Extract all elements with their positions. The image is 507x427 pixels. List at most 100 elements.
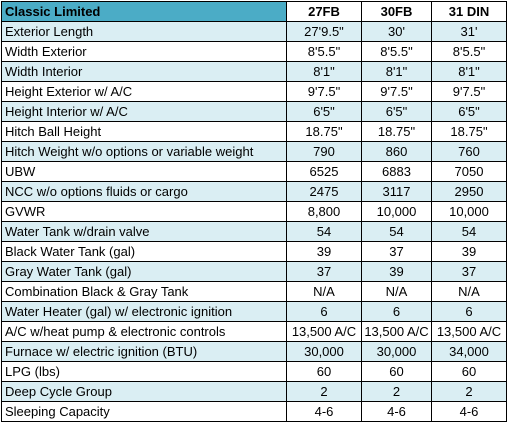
row-value: 31' [431, 21, 507, 42]
row-label: Hitch Ball Height [1, 121, 287, 142]
row-value: 4-6 [361, 401, 432, 422]
row-label: Hitch Weight w/o options or variable wei… [1, 141, 287, 162]
row-value: 13,500 A/C [431, 321, 507, 342]
row-label: GVWR [1, 201, 287, 222]
row-value: 3117 [361, 181, 432, 202]
row-label: A/C w/heat pump & electronic controls [1, 321, 287, 342]
table-row: Hitch Ball Height 18.75" 18.75" 18.75" [1, 121, 507, 142]
row-value: 39 [431, 241, 507, 262]
table-row: Deep Cycle Group 2 2 2 [1, 381, 507, 402]
table-body: Exterior Length 27'9.5" 30' 31' Width Exteri… [1, 21, 507, 422]
row-value: 6 [361, 301, 432, 322]
row-value: 30' [361, 21, 432, 42]
row-label: LPG (lbs) [1, 361, 287, 382]
table-row: Gray Water Tank (gal) 37 39 37 [1, 261, 507, 282]
row-label: Water Tank w/drain valve [1, 221, 287, 242]
row-value: 6525 [286, 161, 362, 182]
row-value: 34,000 [431, 341, 507, 362]
row-value: 2 [286, 381, 362, 402]
row-value: N/A [286, 281, 362, 302]
row-value: 6 [286, 301, 362, 322]
row-label: Width Interior [1, 61, 287, 82]
row-value: 8,800 [286, 201, 362, 222]
row-value: 790 [286, 141, 362, 162]
row-value: 39 [286, 241, 362, 262]
row-label: Combination Black & Gray Tank [1, 281, 287, 302]
row-value: 9'7.5" [431, 81, 507, 102]
row-label: Exterior Length [1, 21, 287, 42]
row-value: 8'5.5" [431, 41, 507, 62]
row-value: 10,000 [431, 201, 507, 222]
table-row: A/C w/heat pump & electronic controls 13,… [1, 321, 507, 342]
row-value: 18.75" [286, 121, 362, 142]
column-header-30fb: 30FB [361, 1, 432, 22]
table-row: Exterior Length 27'9.5" 30' 31' [1, 21, 507, 42]
row-label: Water Heater (gal) w/ electronic ignitio… [1, 301, 287, 322]
row-value: 9'7.5" [361, 81, 432, 102]
table-row: Width Exterior 8'5.5" 8'5.5" 8'5.5" [1, 41, 507, 62]
table-title: Classic Limited [1, 1, 287, 22]
row-value: 2 [431, 381, 507, 402]
table-row: Combination Black & Gray Tank N/A N/A N/A [1, 281, 507, 302]
row-value: 6'5" [361, 101, 432, 122]
table-row: Water Heater (gal) w/ electronic ignitio… [1, 301, 507, 322]
row-value: 6883 [361, 161, 432, 182]
row-value: 54 [361, 221, 432, 242]
row-value: 6'5" [431, 101, 507, 122]
row-value: 8'1" [286, 61, 362, 82]
row-value: N/A [361, 281, 432, 302]
table-row: UBW 6525 6883 7050 [1, 161, 507, 182]
row-value: 2475 [286, 181, 362, 202]
row-label: Deep Cycle Group [1, 381, 287, 402]
row-value: 30,000 [286, 341, 362, 362]
table-row: LPG (lbs) 60 60 60 [1, 361, 507, 382]
row-label: Sleeping Capacity [1, 401, 287, 422]
row-value: 7050 [431, 161, 507, 182]
row-value: 8'5.5" [286, 41, 362, 62]
row-value: 10,000 [361, 201, 432, 222]
row-label: UBW [1, 161, 287, 182]
row-value: 8'5.5" [361, 41, 432, 62]
row-value: 8'1" [431, 61, 507, 82]
row-value: 60 [431, 361, 507, 382]
row-value: 8'1" [361, 61, 432, 82]
row-value: 37 [361, 241, 432, 262]
row-value: 13,500 A/C [361, 321, 432, 342]
row-label: NCC w/o options fluids or cargo [1, 181, 287, 202]
row-label: Width Exterior [1, 41, 287, 62]
row-value: 760 [431, 141, 507, 162]
table-row: Hitch Weight w/o options or variable wei… [1, 141, 507, 162]
table-row: Height Exterior w/ A/C 9'7.5" 9'7.5" 9'7.5" [1, 81, 507, 102]
row-value: 9'7.5" [286, 81, 362, 102]
table-row: Furnace w/ electric ignition (BTU) 30,000… [1, 341, 507, 362]
table-row: Sleeping Capacity 4-6 4-6 4-6 [1, 401, 507, 422]
row-label: Height Interior w/ A/C [1, 101, 287, 122]
row-value: 2 [361, 381, 432, 402]
column-header-31din: 31 DIN [431, 1, 507, 22]
table-header-row: Classic Limited 27FB 30FB 31 DIN [1, 1, 507, 22]
table-row: NCC w/o options fluids or cargo 2475 3117 2… [1, 181, 507, 202]
row-value: 39 [361, 261, 432, 282]
table-row: Water Tank w/drain valve 54 54 54 [1, 221, 507, 242]
row-value: 18.75" [431, 121, 507, 142]
row-value: 37 [286, 261, 362, 282]
row-value: 6 [431, 301, 507, 322]
row-label: Height Exterior w/ A/C [1, 81, 287, 102]
row-value: 6'5" [286, 101, 362, 122]
row-value: 37 [431, 261, 507, 282]
row-value: 60 [361, 361, 432, 382]
row-value: 54 [431, 221, 507, 242]
row-value: 860 [361, 141, 432, 162]
column-header-27fb: 27FB [286, 1, 362, 22]
row-value: 60 [286, 361, 362, 382]
row-label: Gray Water Tank (gal) [1, 261, 287, 282]
table-row: Height Interior w/ A/C 6'5" 6'5" 6'5" [1, 101, 507, 122]
row-value: 4-6 [431, 401, 507, 422]
row-label: Furnace w/ electric ignition (BTU) [1, 341, 287, 362]
row-value: 18.75" [361, 121, 432, 142]
row-value: 30,000 [361, 341, 432, 362]
row-value: 2950 [431, 181, 507, 202]
row-value: N/A [431, 281, 507, 302]
row-label: Black Water Tank (gal) [1, 241, 287, 262]
